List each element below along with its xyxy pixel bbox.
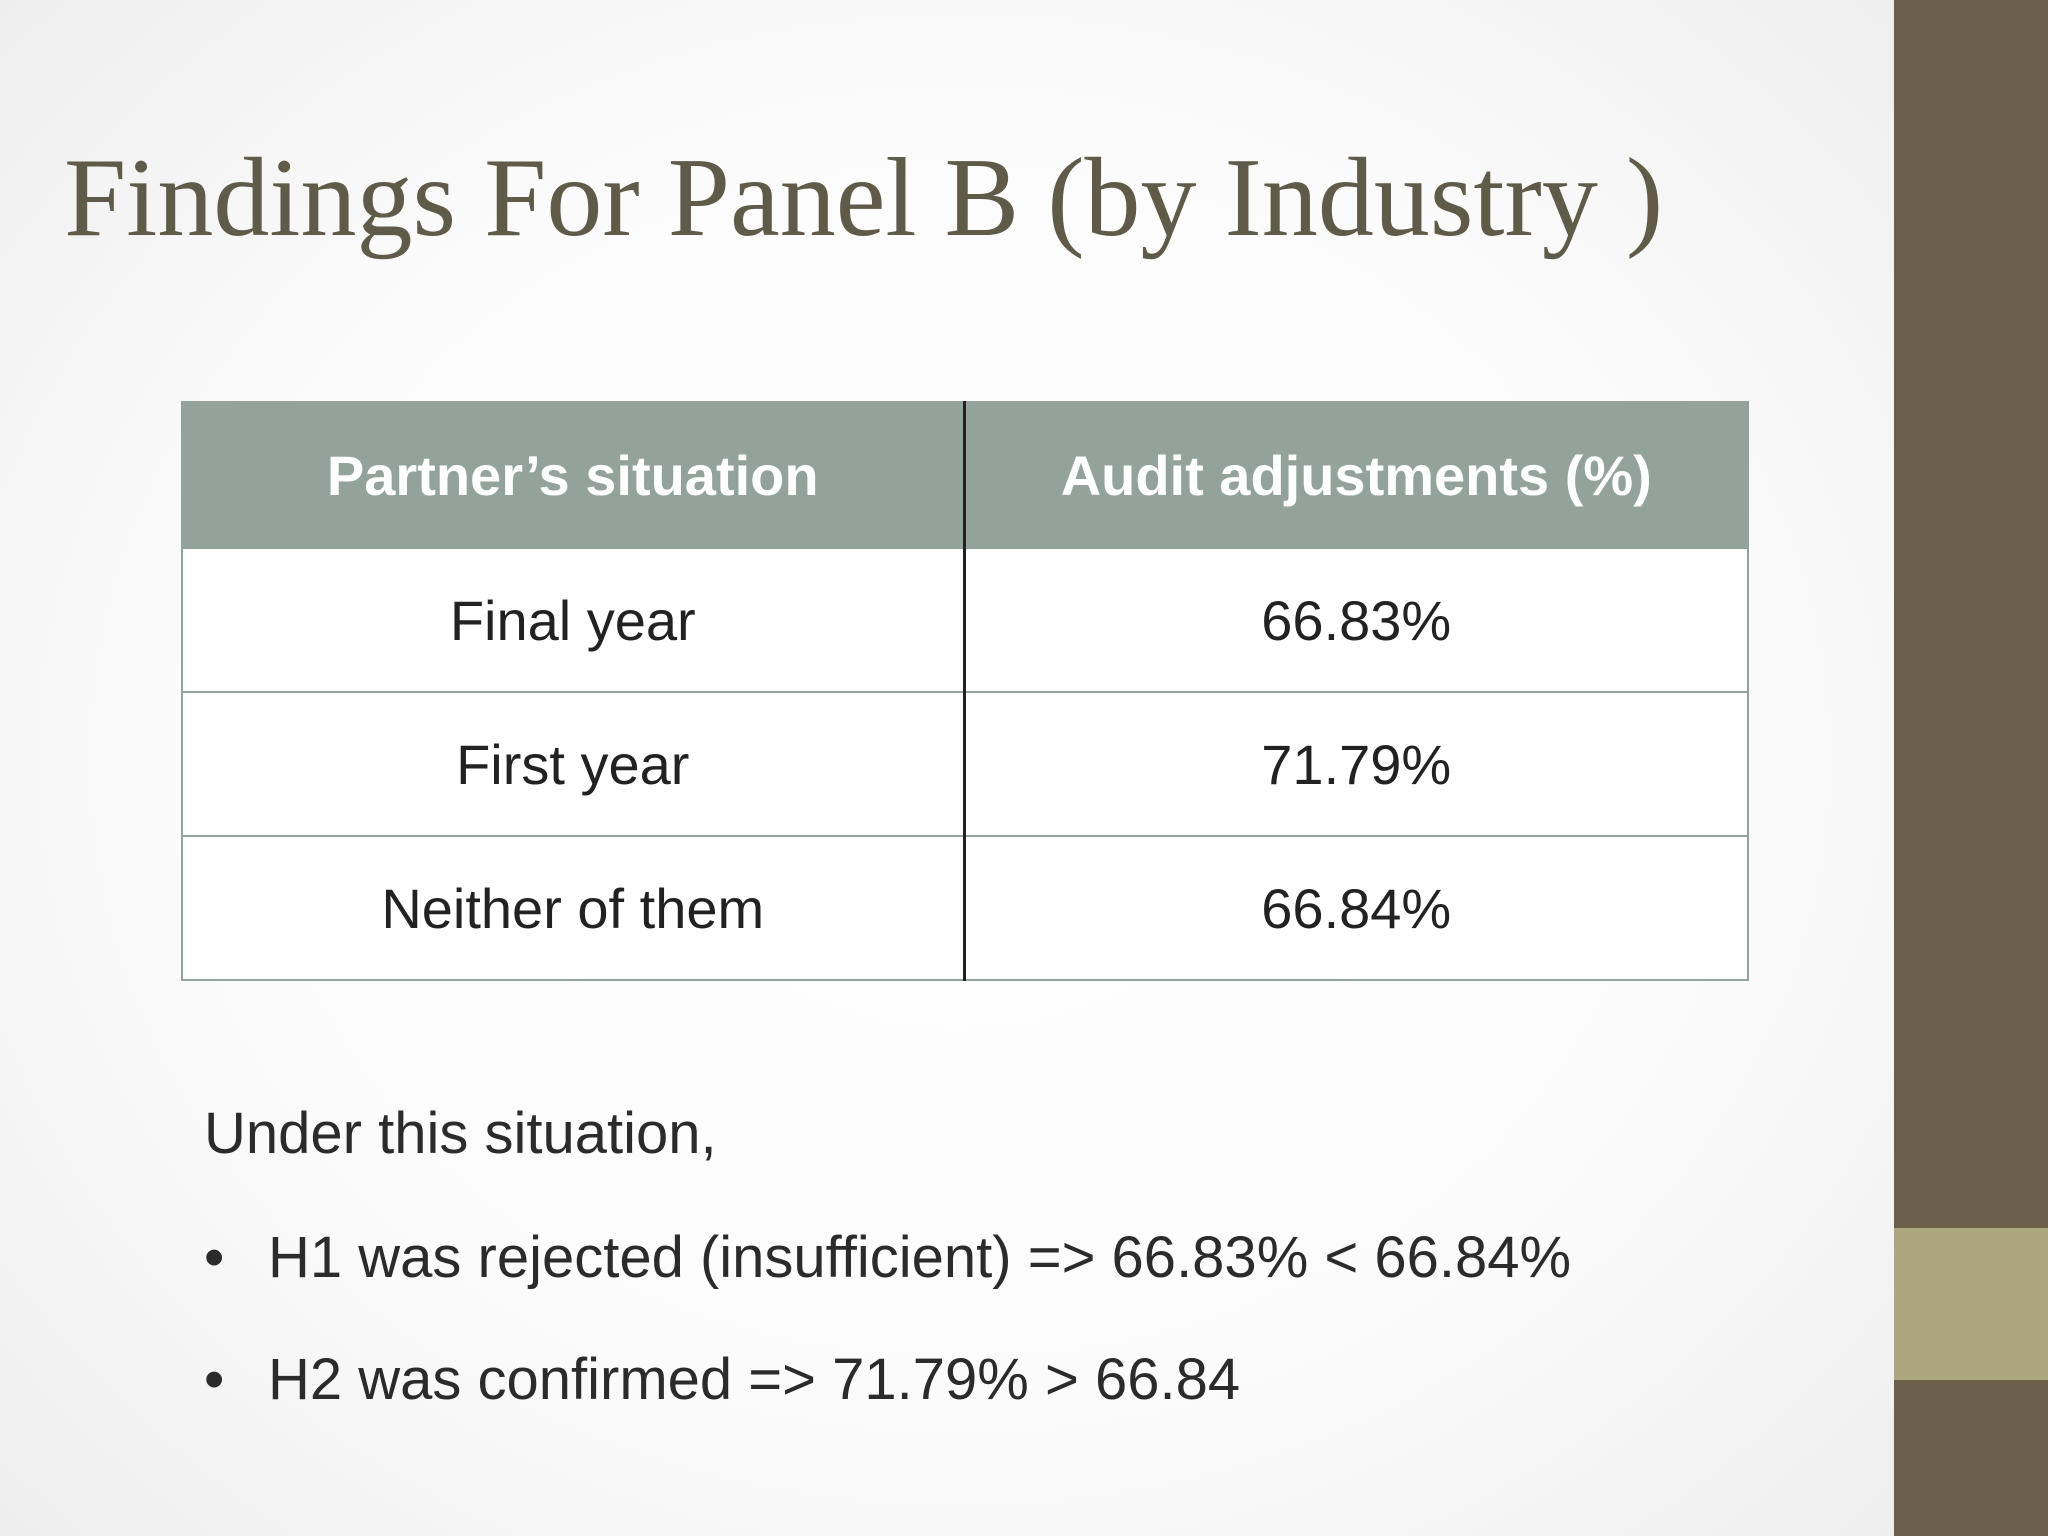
row-value: 66.84% [963, 835, 1749, 981]
bullet-text: H1 was rejected (insufficient) => 66.83%… [268, 1225, 1572, 1290]
header-partner-situation: Partner’s situation [181, 401, 966, 549]
findings-text: Under this situation, • H1 was rejected … [204, 1094, 1804, 1462]
side-bar-accent [1894, 1228, 2048, 1380]
table-row: First year 71.79% [181, 691, 1749, 837]
row-label: Final year [181, 547, 966, 693]
header-audit-adjustments: Audit adjustments (%) [963, 401, 1749, 549]
bullet-text: H2 was confirmed => 71.79% > 66.84 [268, 1347, 1241, 1412]
bullet-list: • H1 was rejected (insufficient) => 66.8… [204, 1218, 1804, 1420]
bullet-dot-icon: • [204, 1347, 225, 1412]
intro-text: Under this situation, [204, 1101, 717, 1166]
row-value: 66.83% [963, 547, 1749, 693]
table-row: Final year 66.83% [181, 547, 1749, 693]
bullet-dot-icon: • [204, 1225, 225, 1290]
bullet-item-h2: • H2 was confirmed => 71.79% > 66.84 [204, 1340, 1804, 1420]
slide-title: Findings For Panel B (by Industry ) [64, 136, 1664, 260]
table-row: Neither of them 66.84% [181, 835, 1749, 981]
bullet-item-h1: • H1 was rejected (insufficient) => 66.8… [204, 1218, 1804, 1298]
row-label: First year [181, 691, 966, 837]
row-label: Neither of them [181, 835, 966, 981]
table-header-row: Partner’s situation Audit adjustments (%… [181, 401, 1749, 549]
findings-table: Partner’s situation Audit adjustments (%… [181, 401, 1749, 981]
row-value: 71.79% [963, 691, 1749, 837]
